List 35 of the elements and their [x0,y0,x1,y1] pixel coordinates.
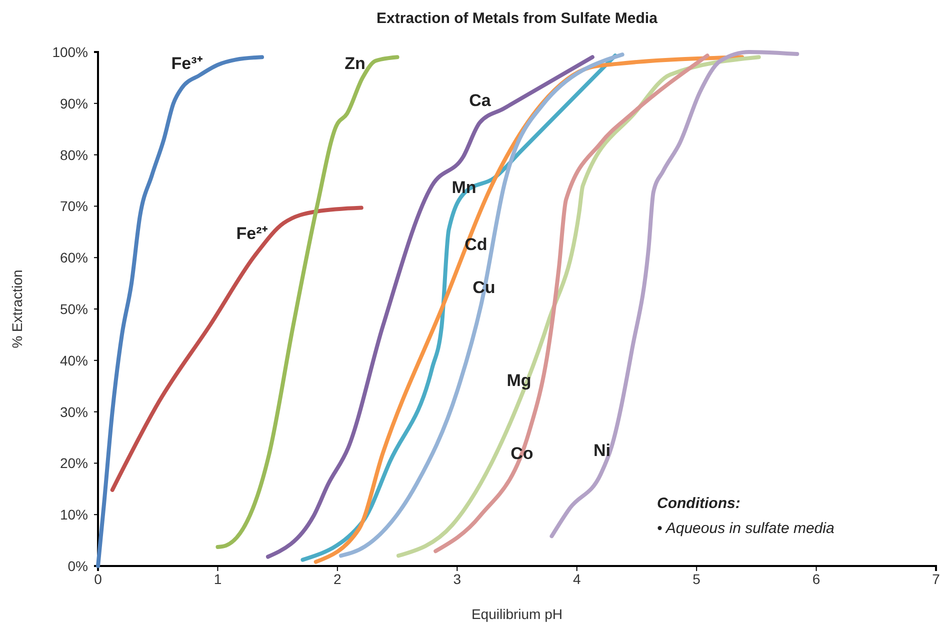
y-tick-label: 40% [60,352,88,368]
annotation: Conditions: [657,495,740,512]
series-label: Fe³⁺ [171,54,203,73]
line-series [216,55,400,549]
x-tick-label: 7 [932,570,940,587]
x-tick-label: 3 [453,570,462,587]
y-tick-label: 60% [60,250,88,266]
series-label: Zn [344,54,366,73]
x-tick-label: 0 [94,570,102,587]
y-axis-title: % Extraction [9,270,25,348]
y-tick-label: 90% [60,95,88,112]
chart-title: Extraction of Metals from Sulfate Media [376,10,658,27]
x-tick-label: 2 [334,570,342,587]
x-tick-label: 4 [572,570,581,587]
x-tick-label: 5 [692,570,701,587]
x-axis-title: Equilibrium pH [471,606,563,622]
series-label: Ni [594,440,610,460]
series-label: Fe²⁺ [236,224,268,243]
y-tick-label: 70% [60,198,88,214]
annotation: • Aqueous in sulfate media [657,520,834,537]
series-label: Co [510,444,534,463]
y-tick-label: 80% [60,146,88,163]
line-series [266,55,594,559]
y-tick-label: 100% [52,44,88,60]
y-tick-label: 30% [60,404,88,420]
y-tick-label: 0% [68,558,88,574]
y-tick-label: 50% [60,301,88,317]
series-label: Cu [472,278,496,297]
series-label: Ca [469,90,492,110]
x-tick-label: 6 [812,570,820,587]
series-label: Mg [506,370,532,390]
y-tick-label: 20% [60,455,88,472]
x-tick-label: 1 [214,570,222,587]
y-tick-label: 10% [60,506,88,523]
line-series [110,206,364,492]
